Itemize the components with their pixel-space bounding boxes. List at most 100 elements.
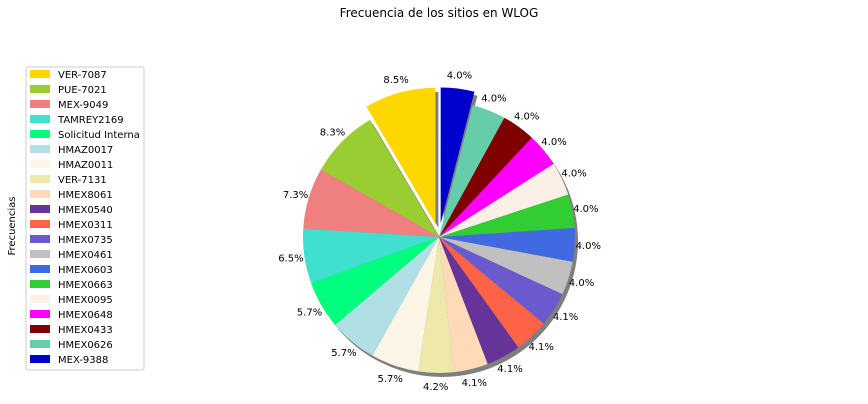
legend-item: VER-7087 bbox=[30, 70, 107, 81]
legend-swatch bbox=[30, 205, 50, 213]
legend-label: HMAZ0011 bbox=[58, 160, 113, 171]
slice-percent-label: 4.0% bbox=[541, 137, 566, 148]
legend-label: HMEX8061 bbox=[58, 190, 113, 201]
legend-item: HMEX0461 bbox=[30, 250, 113, 261]
legend-item: HMEX0663 bbox=[30, 280, 113, 291]
legend: VER-7087 PUE-7021 MEX-9049 TAMREY2169 Solici… bbox=[25, 66, 145, 371]
slice-percent-label: 7.3% bbox=[283, 190, 308, 201]
slice-percent-label: 4.0% bbox=[576, 241, 601, 252]
slice-percent-label: 4.2% bbox=[423, 382, 448, 393]
legend-label: HMAZ0017 bbox=[58, 145, 113, 156]
legend-item: VER-7131 bbox=[30, 175, 107, 186]
legend-item: HMEX0433 bbox=[30, 325, 113, 336]
legend-swatch bbox=[30, 145, 50, 153]
pie-slice-hmaz0011 bbox=[372, 237, 439, 372]
legend-swatch bbox=[30, 220, 50, 228]
pie-slice-solicitud-interna bbox=[311, 237, 439, 325]
legend-swatch bbox=[30, 310, 50, 318]
legend-item: HMEX8061 bbox=[30, 190, 113, 201]
legend-label: HMEX0735 bbox=[58, 235, 113, 246]
legend-swatch bbox=[30, 280, 50, 288]
slice-percent-label: 4.0% bbox=[481, 93, 506, 104]
legend-label: HMEX0663 bbox=[58, 280, 113, 291]
legend-swatch bbox=[30, 130, 50, 138]
legend-label: VER-7087 bbox=[58, 70, 107, 81]
legend-label: HMEX0433 bbox=[58, 325, 113, 336]
pie-slice-pue-7021 bbox=[320, 119, 439, 237]
legend-swatch bbox=[30, 295, 50, 303]
slice-percent-label: 4.0% bbox=[561, 168, 586, 179]
legend-swatch bbox=[30, 160, 50, 168]
legend-item: HMEX0626 bbox=[30, 340, 113, 351]
legend-label: HMEX0095 bbox=[58, 295, 113, 306]
legend-label: HMEX0603 bbox=[58, 265, 113, 276]
pie-slice-hmex0648 bbox=[439, 137, 554, 237]
slice-percent-label: 4.0% bbox=[573, 204, 598, 215]
pie-slice-hmex0626 bbox=[439, 105, 505, 237]
legend-label: MEX-9049 bbox=[58, 100, 108, 111]
legend-swatch bbox=[30, 265, 50, 273]
legend-item: MEX-9049 bbox=[30, 100, 108, 111]
slice-percent-label: 5.7% bbox=[297, 307, 322, 318]
legend-label: HMEX0648 bbox=[58, 310, 113, 321]
legend-item: HMEX0603 bbox=[30, 265, 113, 276]
legend-frame bbox=[25, 66, 145, 371]
slice-percent-label: 5.7% bbox=[331, 348, 356, 359]
pie-slice-ver-7131 bbox=[418, 237, 454, 373]
slice-percent-label: 4.0% bbox=[514, 111, 539, 122]
slice-percent-label: 4.1% bbox=[462, 378, 487, 389]
legend-item: TAMREY2169 bbox=[30, 115, 124, 126]
legend-label: PUE-7021 bbox=[58, 85, 107, 96]
slice-percent-label: 4.1% bbox=[528, 342, 553, 353]
legend-swatch bbox=[30, 100, 50, 108]
legend-swatch bbox=[30, 190, 50, 198]
legend-label: HMEX0626 bbox=[58, 340, 113, 351]
legend-item: HMEX0095 bbox=[30, 295, 113, 306]
legend-item: HMEX0735 bbox=[30, 235, 113, 246]
pie-slice-hmex0663 bbox=[439, 194, 575, 237]
legend-swatch bbox=[30, 175, 50, 183]
legend-item: HMEX0648 bbox=[30, 310, 113, 321]
legend-swatch bbox=[30, 340, 50, 348]
pie-slice-hmex8061 bbox=[439, 237, 488, 373]
pie-percent-labels: 8.5% 8.3% 7.3% 6.5% 5.7% 5.7% 5.7% 4.2% 4.1% 4.1%… bbox=[278, 71, 601, 394]
pie-slice-hmex0461 bbox=[439, 237, 573, 295]
pie-slice-hmaz0017 bbox=[335, 237, 439, 356]
pie-slice-hmex0540 bbox=[439, 237, 519, 364]
pie-slice-hmex0311 bbox=[439, 237, 544, 348]
legend-swatch bbox=[30, 235, 50, 243]
legend-swatch bbox=[30, 250, 50, 258]
slice-percent-label: 4.0% bbox=[447, 71, 472, 82]
pie-slice-hmex0095 bbox=[439, 163, 569, 237]
pie-slice-ver-7087 bbox=[366, 87, 436, 224]
slice-percent-label: 4.1% bbox=[497, 364, 522, 375]
legend-item: MEX-9388 bbox=[30, 355, 108, 366]
legend-swatch bbox=[30, 355, 50, 363]
legend-label: MEX-9388 bbox=[58, 355, 108, 366]
legend-item: HMAZ0017 bbox=[30, 145, 113, 156]
legend-items: VER-7087 PUE-7021 MEX-9049 TAMREY2169 Solici… bbox=[30, 70, 140, 366]
legend-label: Solicitud Interna bbox=[58, 130, 140, 141]
legend-item: HMEX0540 bbox=[30, 205, 113, 216]
legend-label: HMEX0311 bbox=[58, 220, 113, 231]
legend-item: HMEX0311 bbox=[30, 220, 113, 231]
legend-item: PUE-7021 bbox=[30, 85, 107, 96]
legend-item: HMAZ0011 bbox=[30, 160, 113, 171]
legend-swatch bbox=[30, 115, 50, 123]
legend-swatch bbox=[30, 70, 50, 78]
slice-percent-label: 5.7% bbox=[377, 374, 402, 385]
legend-swatch bbox=[30, 325, 50, 333]
slice-percent-label: 4.0% bbox=[569, 278, 594, 289]
pie-slices bbox=[302, 87, 575, 373]
slice-percent-label: 4.1% bbox=[553, 312, 578, 323]
pie-slice-mex-9388 bbox=[440, 87, 475, 224]
chart-title: Frecuencia de los sitios en WLOG bbox=[340, 6, 539, 20]
legend-label: VER-7131 bbox=[58, 175, 107, 186]
legend-label: HMEX0540 bbox=[58, 205, 113, 216]
pie-slice-hmex0735 bbox=[439, 237, 563, 324]
slice-percent-label: 6.5% bbox=[278, 254, 303, 265]
pie-slice-mex-9049 bbox=[303, 169, 439, 237]
slice-percent-label: 8.5% bbox=[383, 75, 408, 86]
pie-slice-tamrey2169 bbox=[302, 228, 439, 284]
